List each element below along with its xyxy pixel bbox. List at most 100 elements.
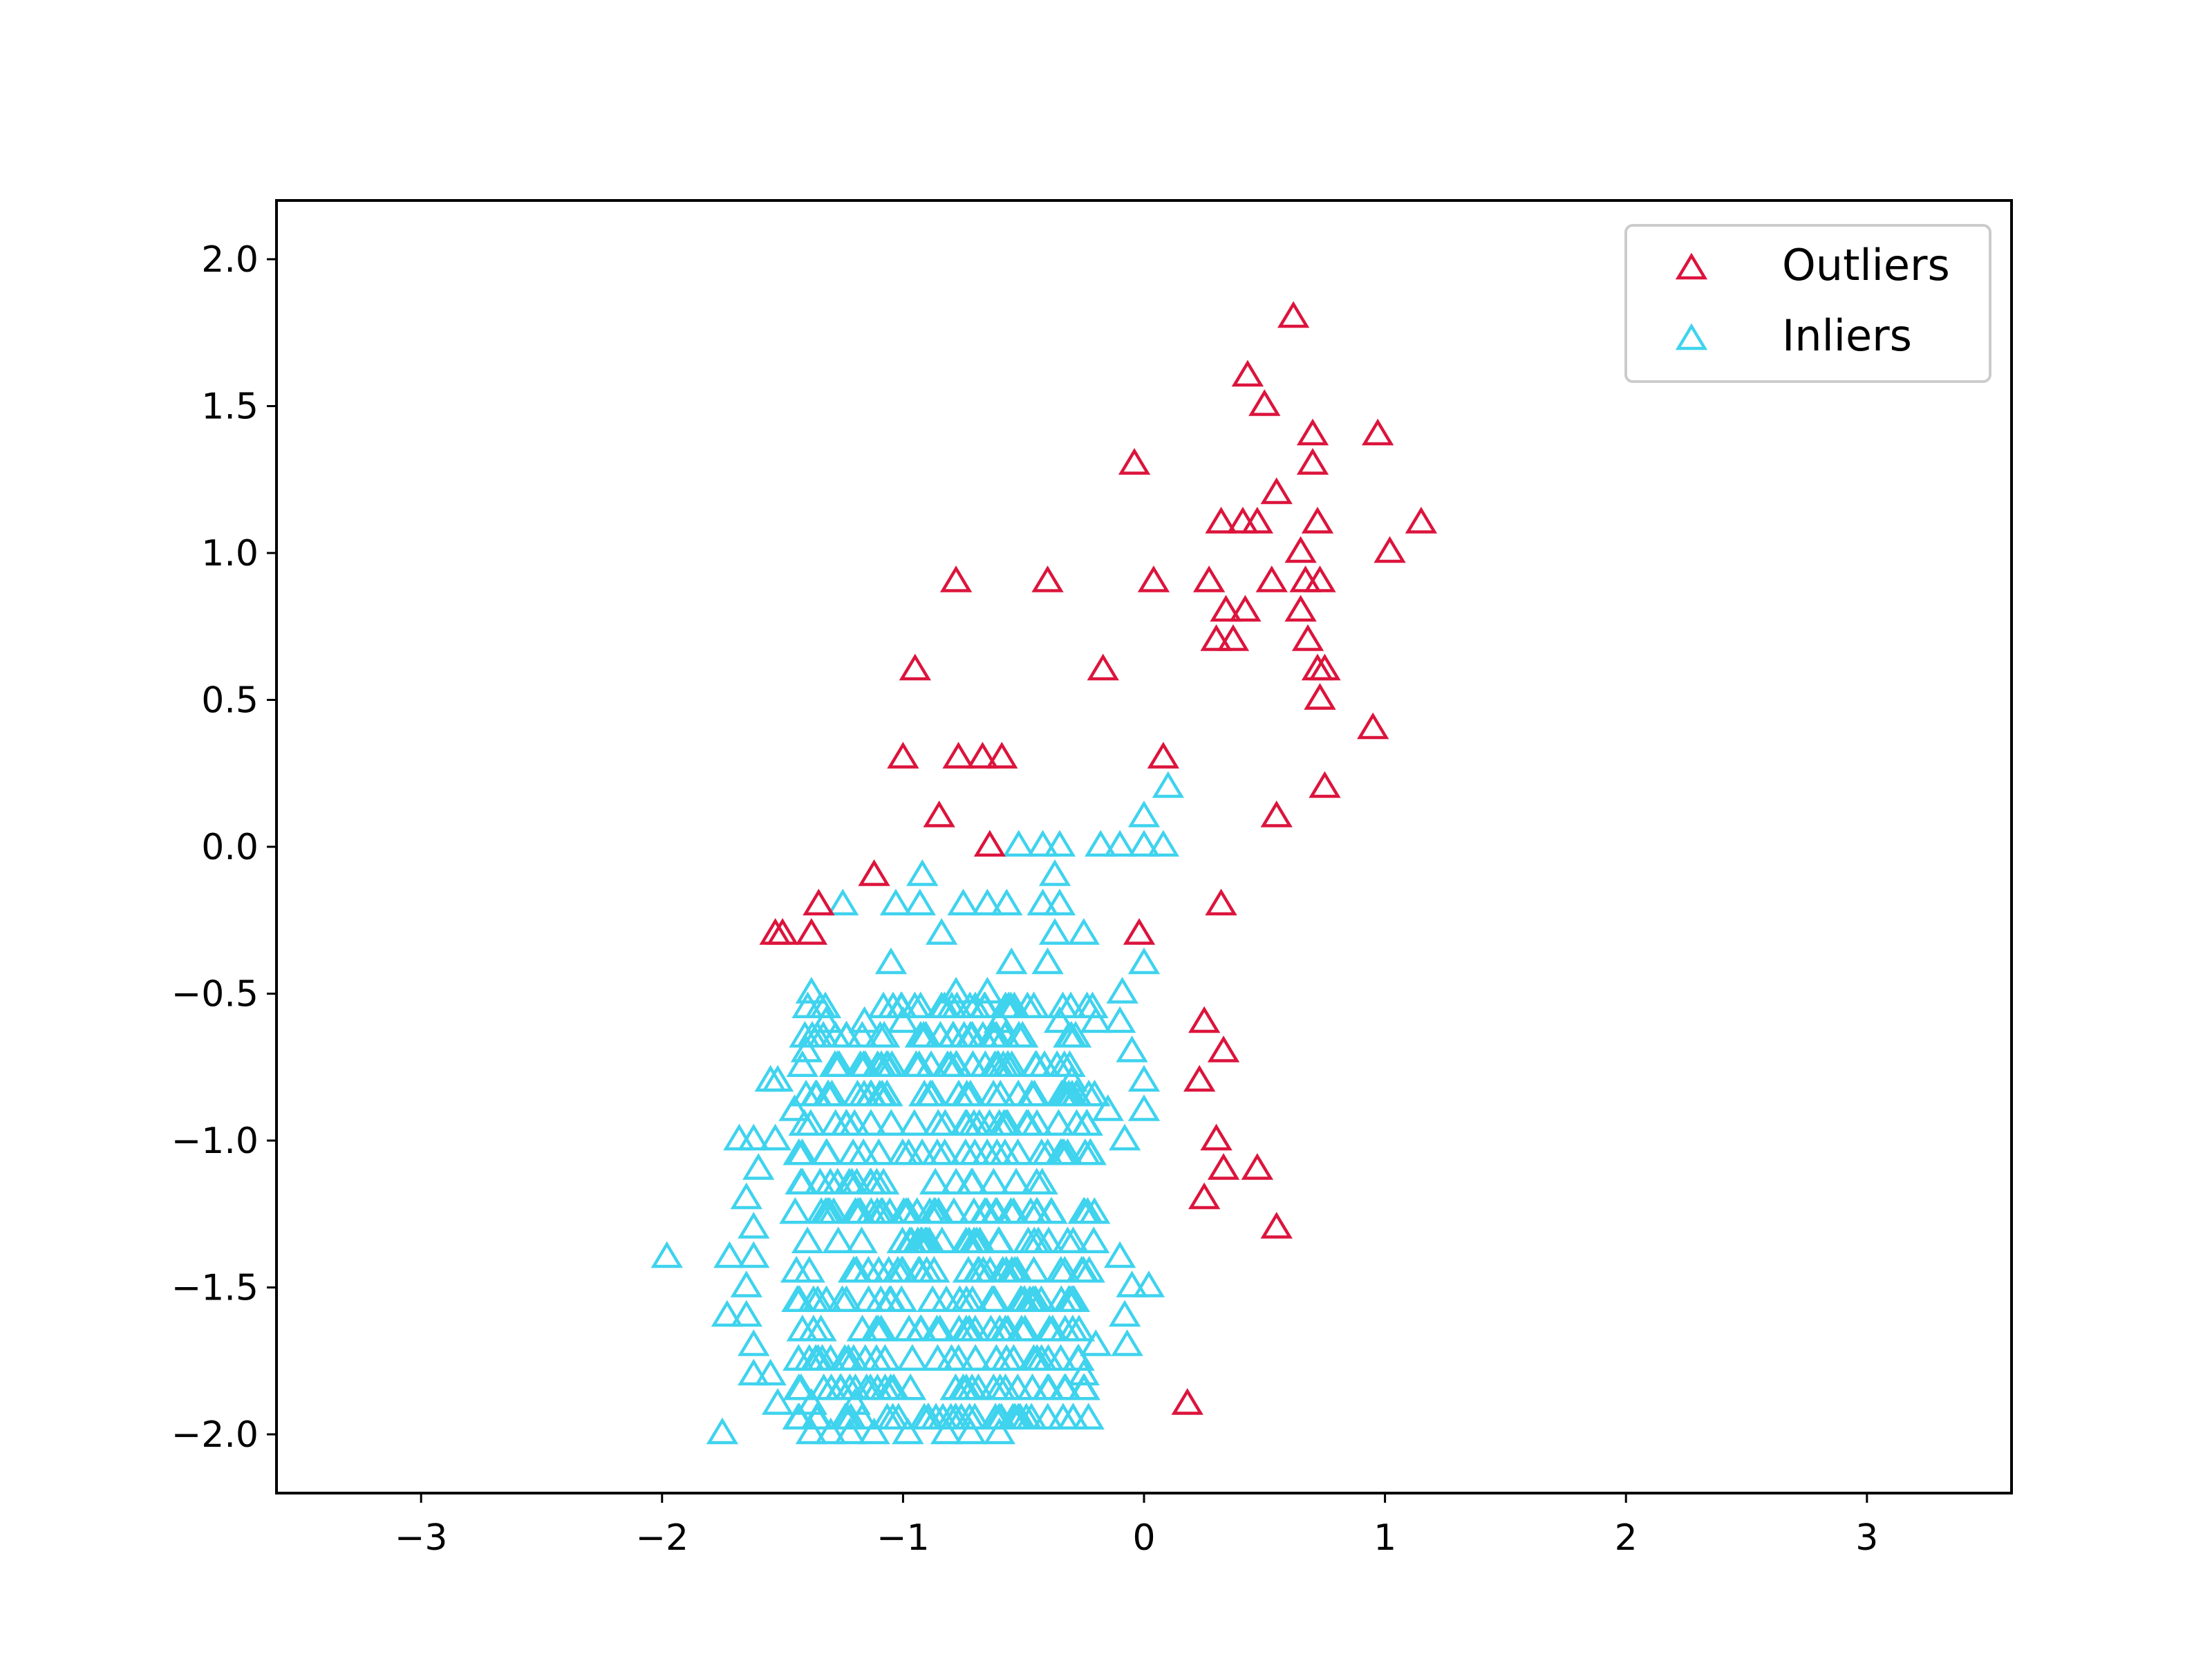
inlier-point [809,991,842,1018]
outlier-point [1031,565,1064,592]
outlier-point [1171,1388,1203,1415]
inlier-point [905,1314,937,1342]
inlier-point [1116,1271,1148,1297]
inlier-point [919,1403,953,1430]
inlier-point [830,1109,863,1136]
points-layer [650,301,1438,1445]
inlier-point [759,1123,791,1151]
inlier-point [1053,1050,1086,1077]
y-tick-label: −1.5 [171,1268,259,1309]
outlier-point [1087,653,1119,681]
inlier-point [823,1050,856,1077]
inlier-point [977,1373,1010,1400]
outlier-point [1147,742,1180,769]
inlier-point [894,1373,927,1400]
inlier-point [1067,1197,1100,1224]
outlier-point [858,859,890,886]
inlier-point [852,1285,885,1312]
inlier-point [841,1197,874,1224]
inlier-point [1002,1079,1035,1107]
inlier-point [991,1109,1024,1136]
inlier-point [742,1153,775,1180]
outlier-point [986,742,1018,769]
inlier-point [1080,1329,1112,1356]
outlier-point [1248,389,1281,416]
inlier-point [984,1079,1017,1107]
inlier-point [1127,800,1161,827]
inlier-point [929,1109,962,1136]
inlier-point [985,1403,1018,1430]
outlier-point [1137,565,1170,592]
inlier-point [1127,1065,1161,1092]
inlier-point [786,1138,818,1165]
inlier-point [790,1035,823,1062]
inlier-point [977,1020,1011,1048]
inlier-point [738,1358,770,1386]
inlier-point [1020,1050,1053,1077]
inlier-point [830,1285,863,1312]
inlier-point [1027,888,1059,916]
inlier-point [861,1197,894,1224]
inlier-point [941,991,973,1018]
inlier-point [874,947,908,975]
inlier-point [957,1197,991,1224]
outlier-point [1357,712,1389,740]
inlier-point [830,1020,863,1048]
inlier-point [992,991,1025,1018]
inlier-point [983,1006,1016,1033]
outlier-point [942,742,975,769]
inlier-point [887,1006,919,1033]
inlier-point [995,947,1028,975]
outlier-point [1192,565,1226,592]
inlier-point [1057,1226,1089,1253]
x-tick-label: −2 [635,1517,688,1559]
inlier-point [881,1255,915,1283]
x-tick-label: 3 [1855,1517,1878,1559]
legend-marker-inliers-icon [1675,323,1708,350]
inlier-point [801,1020,834,1048]
inlier-point [738,1212,770,1239]
outlier-point [1241,1153,1274,1180]
inlier-point [892,1138,925,1165]
inlier-point [785,1373,818,1400]
inlier-point [995,1197,1027,1224]
inlier-point [949,1109,982,1136]
outlier-point [803,888,835,916]
inlier-point [898,1109,930,1136]
inlier-point [816,1079,848,1107]
outlier-point [1260,477,1293,505]
inlier-point [1078,1079,1111,1107]
y-tick-label: 1.5 [201,386,259,428]
inlier-point [937,1197,971,1224]
inlier-point [1002,830,1035,857]
inlier-point [795,1388,828,1415]
inlier-point [795,977,828,1004]
inlier-point [789,1079,823,1107]
inlier-point [1060,1079,1093,1107]
inlier-point [1053,1020,1085,1048]
outlier-point [1241,507,1274,534]
outlier-point [1296,418,1329,446]
inlier-point [900,1050,932,1077]
inlier-point [971,888,1004,916]
inlier-point [1032,1226,1065,1253]
outlier-point [1309,771,1341,798]
outlier-point [1260,1212,1293,1239]
inlier-point [1067,1358,1100,1386]
inlier-point [983,1226,1015,1253]
inlier-point [795,1417,828,1445]
inlier-point [761,1065,794,1092]
inlier-point [791,991,824,1018]
inlier-point [1026,1168,1058,1194]
inlier-point [977,1285,1010,1312]
inlier-point [1009,1314,1042,1342]
inlier-point [786,1314,818,1342]
legend-box [1624,224,1991,383]
x-tick-label: 2 [1615,1517,1638,1559]
inlier-point [1043,1006,1076,1033]
inlier-point [971,977,1004,1004]
legend[interactable]: Outliers Inliers [1624,224,1991,383]
inlier-point [822,1226,854,1253]
outlier-point [1118,448,1151,475]
inlier-point [786,1168,818,1194]
